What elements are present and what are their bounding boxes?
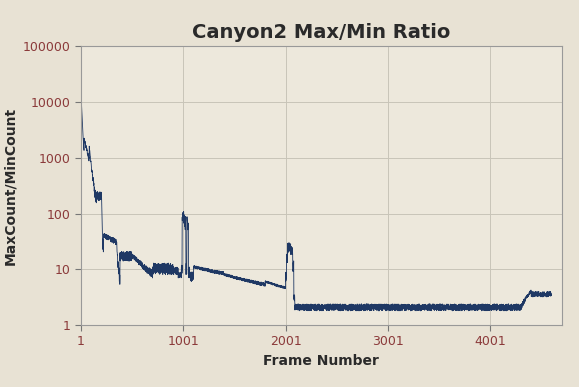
X-axis label: Frame Number: Frame Number bbox=[263, 354, 379, 368]
Y-axis label: MaxCount/MinCount: MaxCount/MinCount bbox=[3, 107, 17, 265]
Title: Canyon2 Max/Min Ratio: Canyon2 Max/Min Ratio bbox=[192, 23, 450, 42]
